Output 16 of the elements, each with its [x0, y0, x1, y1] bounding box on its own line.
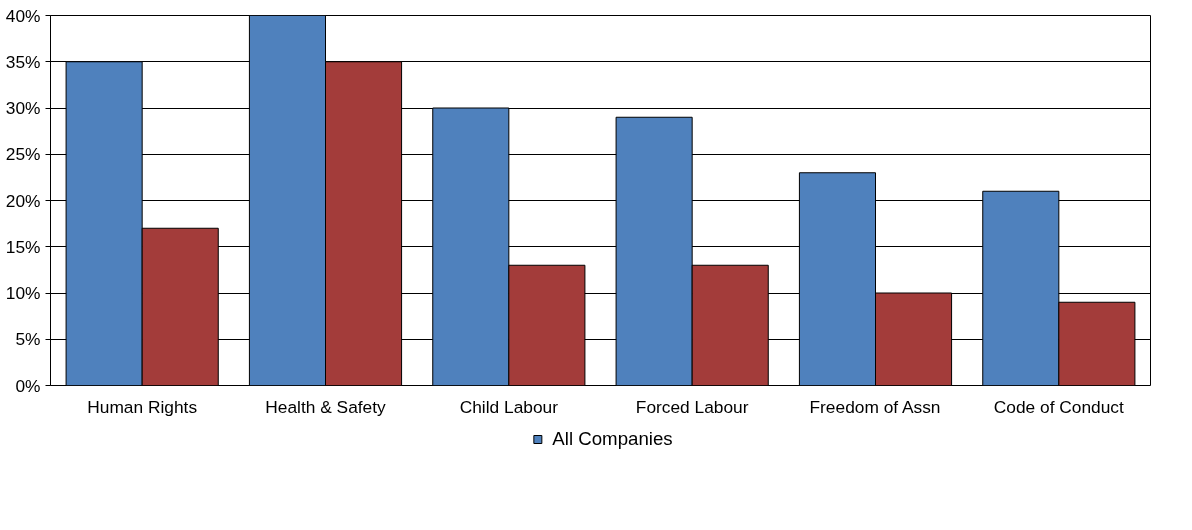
y-tick-label: 10% [5, 283, 41, 303]
x-tick-label: Freedom of Assn [809, 396, 941, 417]
x-tick-label: Forced Labour [635, 396, 749, 417]
y-tick-label: 40% [5, 5, 41, 26]
x-tick-label: Human Rights [87, 396, 198, 417]
y-tick-label: 30% [5, 98, 41, 118]
x-tick-label: Health & Safety [265, 396, 387, 417]
y-tick-label: 25% [5, 144, 41, 165]
x-tick-label: Code of Conduct [993, 396, 1125, 417]
y-tick-label: 0% [15, 375, 41, 396]
legend-label: All Companies [552, 428, 673, 450]
y-tick-label: 35% [5, 51, 41, 72]
y-tick-label: 20% [5, 190, 41, 211]
y-tick-label: 15% [5, 236, 41, 257]
x-tick-label: Child Labour [459, 396, 559, 417]
y-tick-label: 5% [15, 329, 41, 350]
